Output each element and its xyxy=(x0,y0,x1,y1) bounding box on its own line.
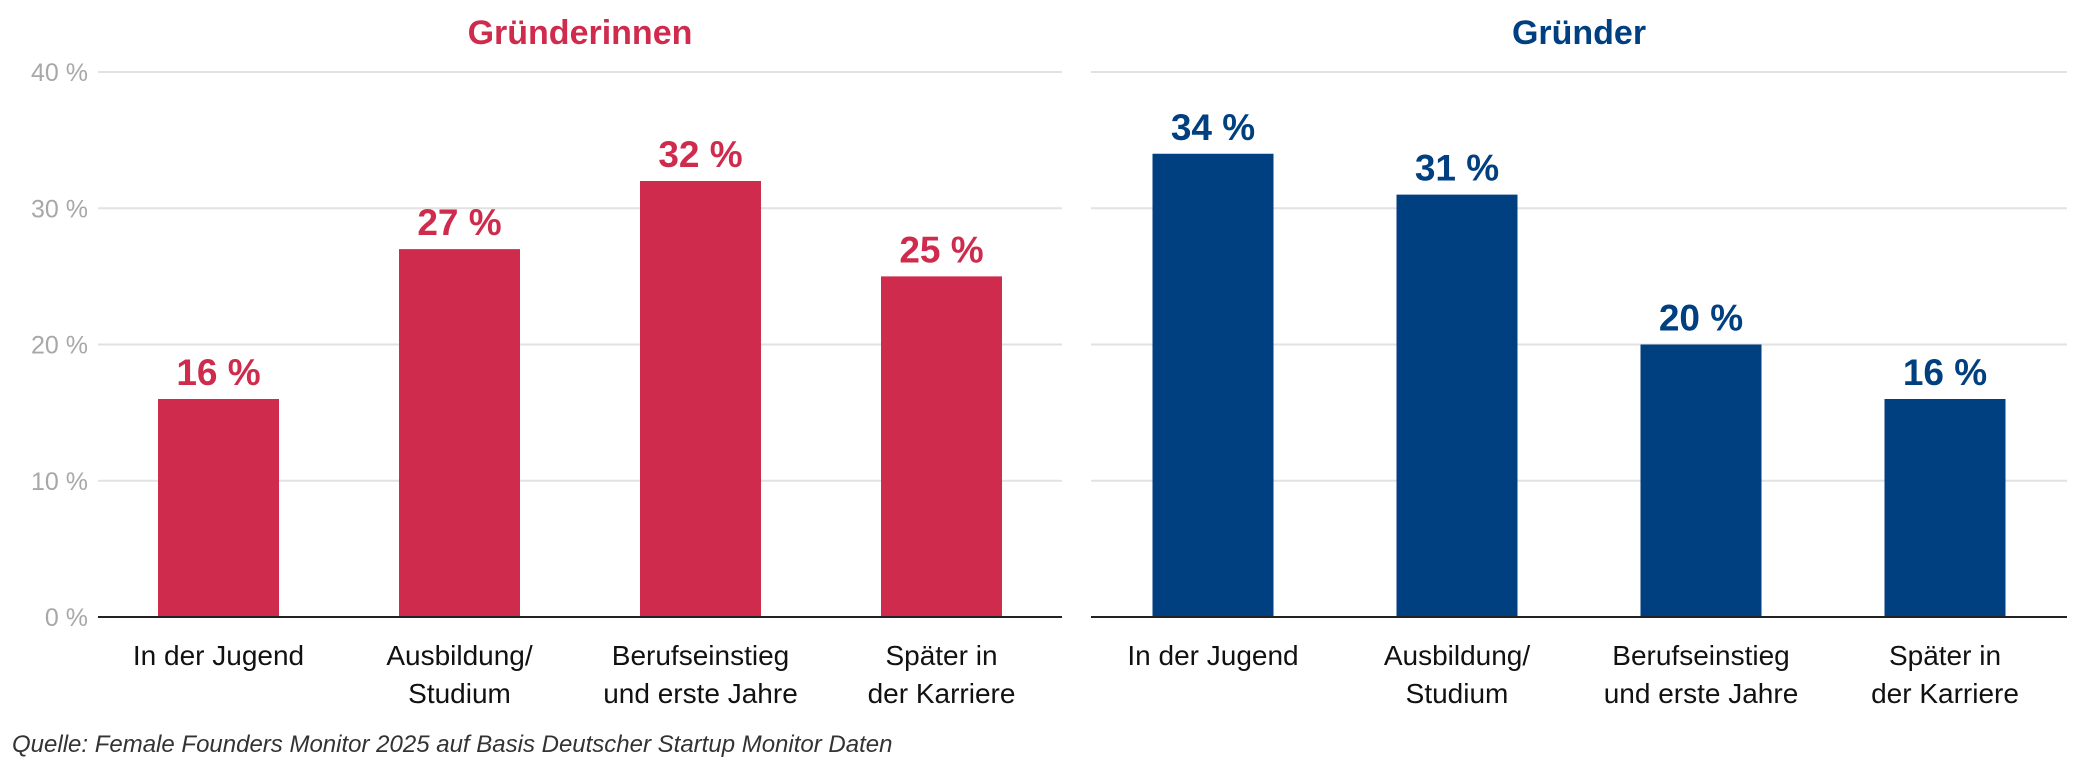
bar xyxy=(1152,153,1274,617)
x-tick-label: In der Jugend xyxy=(133,640,304,671)
bar xyxy=(158,399,279,617)
y-tick-label: 40 % xyxy=(31,59,88,87)
x-tick-label: Berufseinstieg xyxy=(612,640,789,671)
bar xyxy=(399,249,520,617)
x-tick-label: und erste Jahre xyxy=(1604,678,1799,709)
data-label: 32 % xyxy=(658,134,742,175)
x-tick-label: Studium xyxy=(408,678,511,709)
bar xyxy=(640,181,761,617)
x-tick-label: der Karriere xyxy=(868,678,1016,709)
x-tick-label: Später in xyxy=(885,640,997,671)
chart-title: Gründer xyxy=(1512,14,1646,52)
x-tick-label: Ausbildung/ xyxy=(1384,640,1531,671)
data-label: 27 % xyxy=(417,202,501,243)
data-label: 31 % xyxy=(1415,148,1499,189)
data-label: 25 % xyxy=(899,229,983,270)
x-tick-label: der Karriere xyxy=(1871,678,2019,709)
data-label: 34 % xyxy=(1171,107,1255,148)
data-label: 16 % xyxy=(1903,352,1987,393)
source-note: Quelle: Female Founders Monitor 2025 auf… xyxy=(12,731,892,758)
y-tick-label: 0 % xyxy=(45,604,88,632)
data-label: 16 % xyxy=(176,352,260,393)
x-tick-label: Ausbildung/ xyxy=(386,640,533,671)
data-label: 20 % xyxy=(1659,298,1743,339)
y-tick-label: 20 % xyxy=(31,332,88,360)
bar xyxy=(1396,194,1518,617)
bar xyxy=(881,276,1002,617)
x-tick-label: Später in xyxy=(1889,640,2001,671)
x-tick-label: Berufseinstieg xyxy=(1612,640,1789,671)
y-tick-label: 30 % xyxy=(31,195,88,223)
y-tick-label: 10 % xyxy=(31,468,88,496)
x-tick-label: und erste Jahre xyxy=(603,678,798,709)
x-tick-label: Studium xyxy=(1406,678,1509,709)
bar xyxy=(1884,399,2006,617)
chart-title: Gründerinnen xyxy=(468,14,693,52)
x-tick-label: In der Jugend xyxy=(1127,640,1298,671)
bar xyxy=(1640,344,1762,617)
